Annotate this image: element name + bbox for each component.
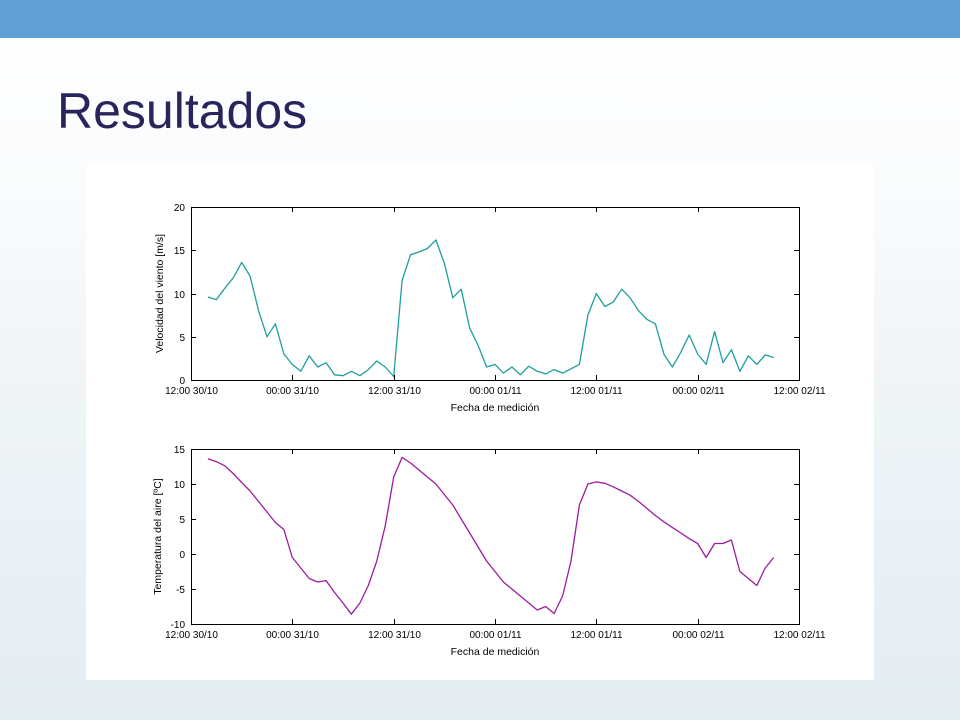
y-tick-label: -5 [176,585,185,596]
x-tick-label: 00:00 31/10 [266,630,319,641]
x-tick-label: 12:00 01/11 [570,386,623,397]
x-tick-label: 12:00 30/10 [165,630,218,641]
slide-title: Resultados [57,83,308,139]
plot-area [191,449,799,624]
y-tick-label: 0 [179,550,185,561]
series-line [207,456,775,615]
x-tick-label: 12:00 31/10 [368,630,421,641]
x-tick-label: 00:00 02/11 [672,630,725,641]
charts-svg: 0 5 10 15 20 12:00 30/10 00:00 31/10 12:00 31/1… [152,203,826,658]
y-tick-label: 20 [174,203,186,214]
y-tick-label: 10 [174,290,186,301]
x-tick-label: 00:00 02/11 [672,386,725,397]
series-line [207,239,774,378]
x-tick-label: 12:00 01/11 [570,630,623,641]
top-bar [0,0,960,38]
x-tick-label: 00:00 01/11 [469,386,522,397]
x-axis-label: Fecha de medición [451,402,540,414]
x-tick-label: 00:00 31/10 [266,386,319,397]
y-tick-label: 5 [179,333,185,344]
chart-panel: 0 5 10 15 20 12:00 30/10 00:00 31/10 12:00 31/1… [86,166,874,680]
x-tick-label: 12:00 30/10 [165,386,218,397]
x-axis-label: Fecha de medición [451,646,540,658]
x-tick-label: 12:00 02/11 [773,386,826,397]
y-tick-label: 0 [179,376,185,387]
y-axis-label: Temperatura del aire [ºC] [152,478,164,595]
x-tick-label: 12:00 02/11 [773,630,826,641]
x-tick-label: 12:00 31/10 [368,386,421,397]
y-tick-label: 15 [174,445,186,456]
y-tick-label: 15 [174,246,186,257]
y-axis-label: Velocidad del viento [m/s] [154,234,166,353]
y-tick-label: 10 [174,480,186,491]
y-tick-label: -10 [171,620,186,631]
y-tick-label: 5 [179,515,185,526]
x-tick-label: 00:00 01/11 [469,630,522,641]
plot-area [191,207,799,380]
